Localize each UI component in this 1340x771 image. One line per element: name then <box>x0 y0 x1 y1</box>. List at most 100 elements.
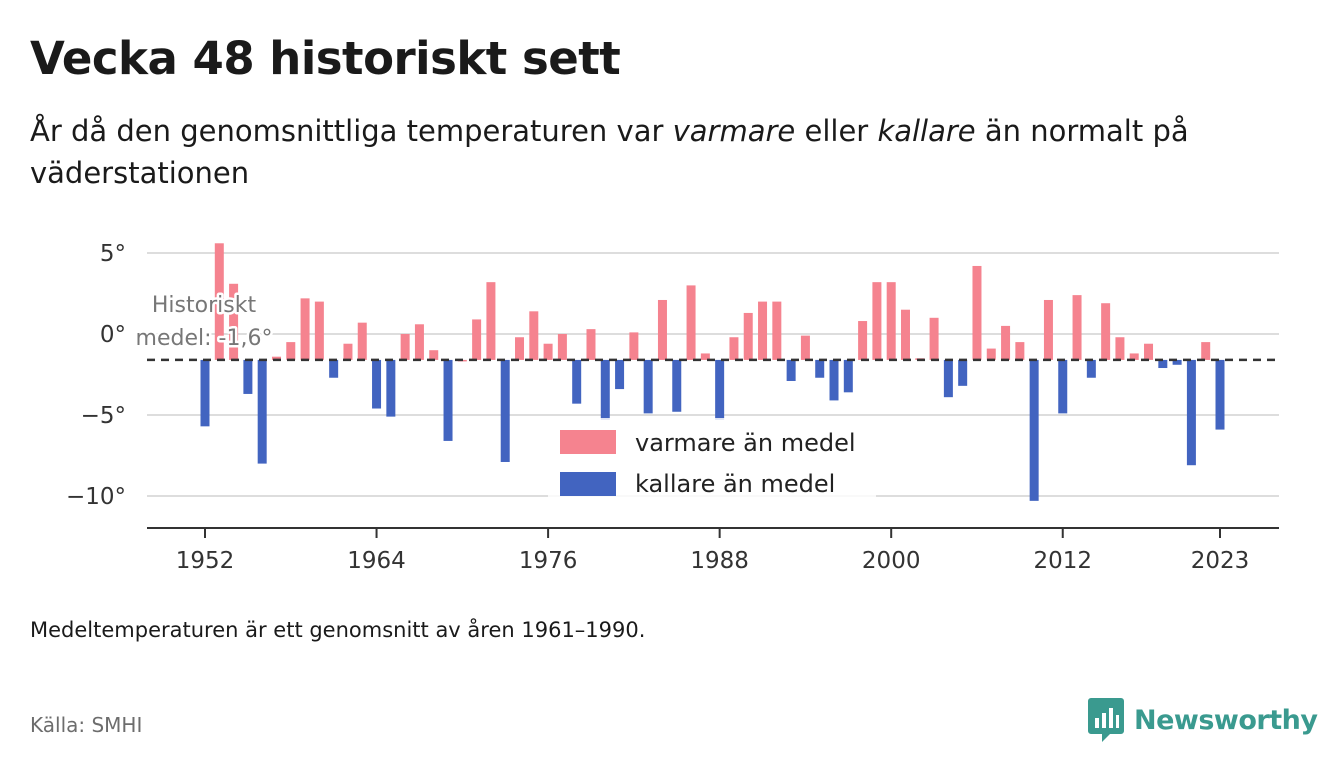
newsworthy-brand[interactable]: Newsworthy <box>1088 698 1318 742</box>
chart-subtitle: År då den genomsnittliga temperaturen va… <box>30 110 1310 194</box>
bar <box>557 334 567 360</box>
bar <box>214 243 224 360</box>
bar <box>929 317 939 360</box>
bar <box>1029 359 1039 501</box>
bar <box>400 334 410 360</box>
bar <box>314 301 324 360</box>
y-tick-label: 0° <box>100 322 126 348</box>
subtitle-part2: eller <box>795 114 878 148</box>
bar <box>1158 359 1168 369</box>
bar <box>1144 343 1154 360</box>
bar <box>800 335 810 360</box>
y-tick-label: −5° <box>81 403 126 429</box>
x-tick-label: 1988 <box>690 548 749 574</box>
subtitle-part1: År då den genomsnittliga temperaturen va… <box>30 114 673 148</box>
bar <box>815 359 825 378</box>
bar <box>643 359 653 414</box>
bar <box>858 321 868 360</box>
bar <box>414 324 424 360</box>
bar <box>900 309 910 360</box>
bar <box>1101 303 1111 360</box>
x-tick-label: 2000 <box>862 548 921 574</box>
brand-name: Newsworthy <box>1134 704 1318 736</box>
x-tick-label: 1964 <box>347 548 406 574</box>
chart-title: Vecka 48 historiskt sett <box>30 32 621 85</box>
bar <box>886 282 896 360</box>
bar <box>1086 359 1096 378</box>
bar <box>872 282 882 360</box>
bar <box>1015 342 1025 360</box>
subtitle-cold-word: kallare <box>877 114 976 148</box>
bar <box>772 301 782 360</box>
bar <box>743 312 753 360</box>
y-tick-label: −10° <box>66 484 126 510</box>
newsworthy-logo-icon <box>1088 698 1124 742</box>
bar <box>1043 299 1053 360</box>
bar <box>1072 295 1082 360</box>
bar <box>657 299 667 360</box>
bar <box>329 359 339 378</box>
chart-source: Källa: SMHI <box>30 713 143 737</box>
bar <box>429 350 439 360</box>
bar <box>786 359 796 381</box>
x-tick-label: 1952 <box>176 548 235 574</box>
bar <box>600 359 610 420</box>
bar <box>486 282 496 360</box>
legend-swatch-cold <box>560 472 616 496</box>
bar <box>1129 353 1139 360</box>
bar <box>1186 359 1196 466</box>
bar <box>672 359 682 412</box>
subtitle-part3: än normalt på väderstationen <box>30 114 1189 190</box>
chart-note: Medeltemperaturen är ett genomsnitt av å… <box>30 618 646 642</box>
bar <box>686 285 696 360</box>
baseline-label-line1: Historiskt <box>152 293 257 318</box>
bar <box>986 348 996 360</box>
bar <box>829 359 839 401</box>
bar <box>500 359 510 462</box>
bar <box>1115 337 1125 360</box>
bar <box>1215 359 1225 430</box>
bar <box>758 301 768 360</box>
bar <box>729 337 739 360</box>
bar <box>615 359 625 390</box>
bar <box>443 359 453 441</box>
legend-label-cold: kallare än medel <box>635 470 835 498</box>
x-tick-label: 1976 <box>519 548 578 574</box>
bar <box>1001 325 1011 360</box>
bar <box>572 359 582 404</box>
bar <box>1058 359 1068 414</box>
legend-swatch-warm <box>560 430 616 454</box>
bar <box>357 322 367 360</box>
bar <box>543 343 553 360</box>
bar <box>200 359 210 427</box>
bar <box>529 311 539 360</box>
x-tick-label: 2012 <box>1033 548 1092 574</box>
baseline-label-line2: medel: -1,6° <box>136 326 273 351</box>
bar <box>1172 359 1182 365</box>
bar <box>843 359 853 393</box>
bar <box>715 359 725 420</box>
bar <box>700 353 710 360</box>
bar <box>257 359 267 464</box>
y-tick-label: 5° <box>100 241 126 267</box>
legend-label-warm: varmare än medel <box>635 429 856 457</box>
bar <box>372 359 382 409</box>
bar <box>515 337 525 360</box>
bar <box>586 329 596 360</box>
subtitle-warm-word: varmare <box>672 114 796 148</box>
bar <box>229 283 239 360</box>
bar <box>629 332 639 360</box>
bar <box>1201 342 1211 360</box>
x-tick-label: 2023 <box>1191 548 1250 574</box>
bar <box>943 359 953 398</box>
bar <box>286 342 296 360</box>
legend: varmare än medel kallare än medel <box>548 418 876 498</box>
bar <box>958 359 968 386</box>
bar <box>300 298 310 360</box>
bar <box>386 359 396 417</box>
bar <box>472 319 482 360</box>
bar <box>343 343 353 360</box>
bar-chart: 5° 0° −5° −10° Historiskt medel: -1,6° varmare… <box>66 241 1279 574</box>
bar <box>972 265 982 360</box>
bar <box>271 356 281 360</box>
